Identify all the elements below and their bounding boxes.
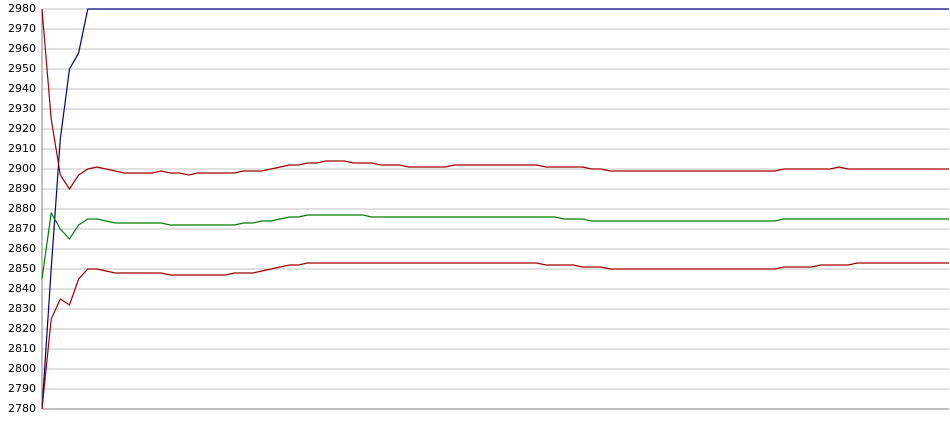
series-line — [41, 262, 949, 410]
y-tick-label: 2970 — [8, 22, 36, 35]
y-tick-label: 2910 — [8, 142, 36, 155]
y-tick-label: 2920 — [8, 122, 36, 135]
y-tick-label: 2810 — [8, 342, 36, 355]
y-tick-label: 2830 — [8, 302, 36, 315]
y-tick-label: 2900 — [8, 162, 36, 175]
y-tick-label: 2950 — [8, 62, 36, 75]
y-tick-label: 2780 — [8, 402, 36, 415]
y-tick-label: 2890 — [8, 182, 36, 195]
series-line — [41, 8, 949, 410]
y-tick-label: 2850 — [8, 262, 36, 275]
series-line — [41, 211, 949, 280]
y-tick-label: 2880 — [8, 202, 36, 215]
y-tick-label: 2820 — [8, 322, 36, 335]
y-tick-label: 2870 — [8, 222, 36, 235]
y-tick-label: 2840 — [8, 282, 36, 295]
y-tick-label: 2940 — [8, 82, 36, 95]
y-tick-label: 2960 — [8, 42, 36, 55]
y-tick-label: 2980 — [8, 2, 36, 15]
y-tick-label: 2860 — [8, 242, 36, 255]
y-tick-label: 2790 — [8, 382, 36, 395]
series-line — [41, 8, 949, 191]
y-tick-label: 2930 — [8, 102, 36, 115]
y-tick-label: 2800 — [8, 362, 36, 375]
